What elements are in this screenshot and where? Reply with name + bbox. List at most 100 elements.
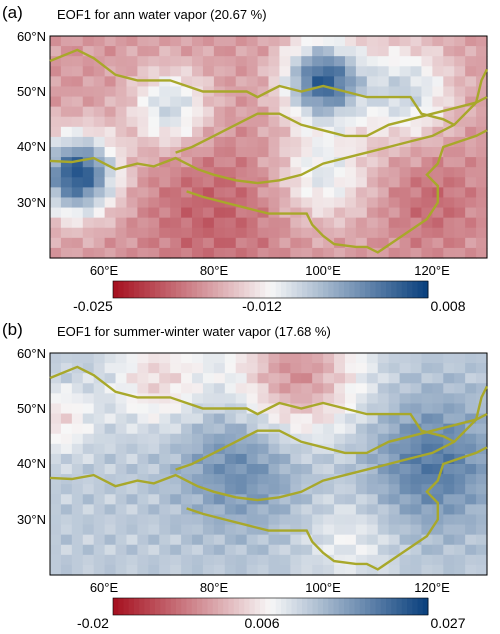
map-cell — [344, 126, 357, 138]
map-cell — [268, 423, 281, 435]
map-cell — [71, 96, 84, 108]
map-cell — [235, 524, 248, 536]
map-cell — [388, 106, 401, 118]
map-cell — [148, 423, 160, 435]
map-cell — [279, 46, 291, 57]
map-cell — [126, 76, 139, 88]
map-cell — [290, 167, 302, 178]
boundary-lines — [49, 365, 489, 571]
map-cell — [334, 494, 346, 505]
map-cell — [235, 207, 248, 219]
map-cell — [202, 413, 215, 425]
map-cell — [148, 353, 160, 364]
map-cell — [388, 96, 401, 108]
map-cell — [71, 484, 84, 495]
map-cell — [312, 167, 324, 178]
map-cell — [93, 116, 106, 128]
colorbar-segment — [312, 281, 319, 298]
map-cell — [257, 46, 270, 57]
map-cell — [104, 353, 117, 364]
map-cell — [366, 393, 379, 405]
map-cell — [410, 46, 423, 57]
map-cell — [181, 363, 193, 374]
map-cell — [50, 564, 62, 576]
map-cell — [355, 564, 368, 576]
colorbar-segment — [144, 598, 151, 615]
map-cell — [476, 46, 488, 57]
map-cell — [443, 514, 455, 526]
map-cell — [192, 147, 204, 158]
map-cell — [159, 167, 171, 178]
map-cell — [279, 177, 291, 188]
map-cell — [323, 514, 335, 526]
map-cell — [235, 413, 248, 425]
map-cell — [476, 423, 488, 435]
map-cell — [290, 403, 302, 415]
map-cell — [454, 423, 466, 435]
map-cell — [148, 167, 160, 178]
map-cell — [137, 464, 149, 475]
map-cell — [465, 36, 477, 47]
map-cell — [388, 514, 401, 526]
map-cell — [443, 383, 455, 394]
map-cell — [126, 247, 139, 259]
map-cell — [159, 56, 171, 67]
map-cell — [443, 56, 455, 67]
map-cell — [192, 86, 204, 98]
map-cell — [148, 474, 160, 485]
map-cell — [115, 106, 128, 118]
map-cell — [399, 554, 412, 566]
map-cell — [344, 514, 357, 526]
map-cell — [377, 464, 390, 475]
colorbar-segment — [412, 281, 418, 298]
map-cell — [476, 464, 488, 475]
map-cell — [323, 413, 335, 425]
map-cell — [93, 423, 106, 435]
colorbar-segment — [113, 281, 119, 298]
map-cell — [93, 413, 106, 425]
map-cell — [279, 484, 291, 495]
map-cell — [82, 443, 95, 455]
map-cell — [410, 373, 423, 384]
map-cell — [137, 247, 149, 259]
map-cell — [355, 177, 368, 188]
map-cell — [50, 227, 62, 239]
map-cell — [454, 393, 466, 405]
map-cell — [137, 544, 149, 556]
map-cell — [301, 116, 313, 128]
map-cell — [104, 56, 117, 67]
map-cell — [388, 76, 401, 88]
map-cell — [246, 464, 259, 475]
map-cell — [235, 217, 248, 229]
map-cell — [377, 494, 390, 505]
map-cell — [181, 66, 193, 77]
map-cell — [224, 524, 237, 536]
map-cell — [344, 464, 357, 475]
map-cell — [181, 534, 193, 546]
map-cell — [476, 96, 488, 108]
map-cell — [377, 353, 390, 364]
map-cell — [432, 116, 444, 128]
panel-b: (b) EOF1 for summer-winter water vapor (… — [0, 317, 500, 634]
map-cell — [192, 363, 204, 374]
colorbar-segment — [134, 281, 140, 298]
map-cell — [137, 86, 149, 98]
map-cell — [213, 157, 226, 168]
map-cell — [476, 106, 488, 118]
map-cell — [312, 484, 324, 495]
map-cell — [137, 167, 149, 178]
map-cell — [82, 187, 95, 199]
map-cell — [323, 423, 335, 435]
map-cell — [60, 116, 73, 128]
map-cell — [443, 86, 455, 98]
colorbar-segment — [160, 281, 166, 298]
map-cell — [71, 247, 84, 259]
map-cell — [137, 177, 149, 188]
map-cell — [399, 373, 412, 384]
colorbar-segment — [407, 281, 413, 298]
map-cell — [366, 187, 379, 199]
map-cell — [421, 464, 433, 475]
map-cell — [355, 217, 368, 229]
map-cell — [421, 66, 433, 77]
map-cell — [399, 86, 412, 98]
